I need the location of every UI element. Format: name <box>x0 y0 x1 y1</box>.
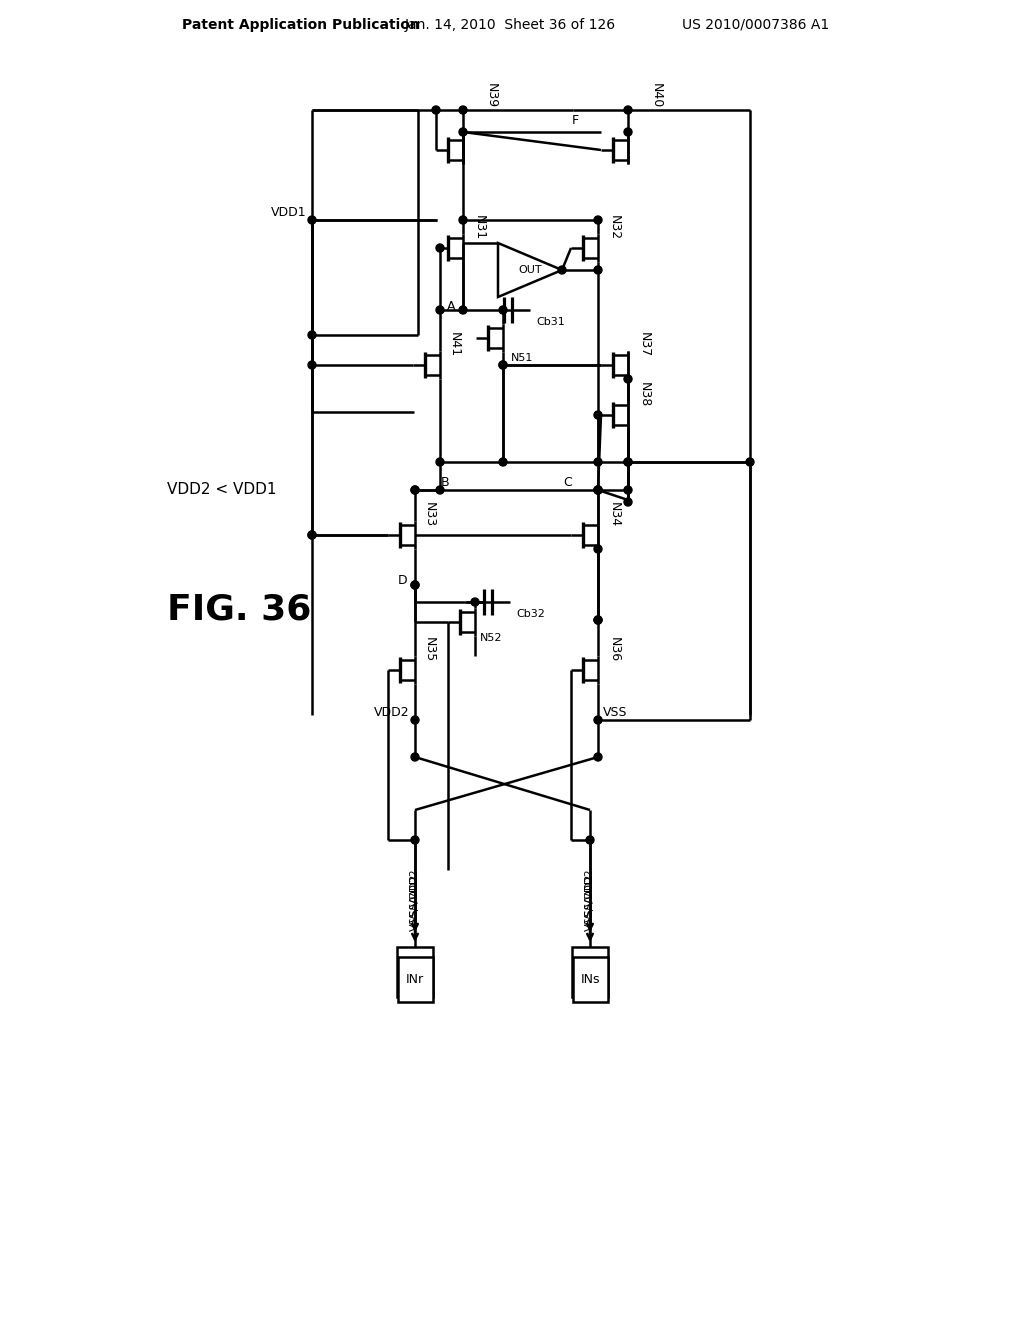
Text: Jan. 14, 2010  Sheet 36 of 126: Jan. 14, 2010 Sheet 36 of 126 <box>406 18 616 32</box>
Text: VSS/VDD2: VSS/VDD2 <box>410 874 420 931</box>
Circle shape <box>594 267 602 275</box>
Circle shape <box>411 581 419 589</box>
Text: INr: INr <box>406 965 424 978</box>
Text: N33: N33 <box>423 503 436 528</box>
Bar <box>397 957 432 1002</box>
Text: N31: N31 <box>473 215 486 240</box>
Circle shape <box>594 458 602 466</box>
Text: VSS/VDD2: VSS/VDD2 <box>585 874 595 931</box>
Circle shape <box>558 267 566 275</box>
Circle shape <box>411 486 419 494</box>
Circle shape <box>436 244 444 252</box>
Circle shape <box>624 458 632 466</box>
Circle shape <box>432 106 440 114</box>
Text: B: B <box>440 475 450 488</box>
Circle shape <box>624 458 632 466</box>
Circle shape <box>594 752 602 762</box>
Text: FIG. 36: FIG. 36 <box>167 593 311 627</box>
Text: N36: N36 <box>608 638 621 663</box>
Text: Cb31: Cb31 <box>536 317 565 327</box>
Circle shape <box>594 616 602 624</box>
Text: Cb32: Cb32 <box>516 609 545 619</box>
Text: N51: N51 <box>511 352 534 363</box>
Circle shape <box>411 486 419 494</box>
Circle shape <box>308 531 316 539</box>
Circle shape <box>436 458 444 466</box>
Bar <box>572 957 607 1002</box>
Text: N34: N34 <box>608 503 621 528</box>
Text: A: A <box>446 301 455 314</box>
Text: N32: N32 <box>608 215 621 240</box>
Circle shape <box>594 616 602 624</box>
Text: N40: N40 <box>650 83 663 108</box>
Text: US 2010/0007386 A1: US 2010/0007386 A1 <box>682 18 829 32</box>
FancyBboxPatch shape <box>397 946 433 997</box>
Circle shape <box>308 531 316 539</box>
Circle shape <box>499 306 507 314</box>
Text: VSS/VDD2: VSS/VDD2 <box>410 869 420 921</box>
Circle shape <box>436 306 444 314</box>
FancyBboxPatch shape <box>572 946 608 997</box>
Text: OUT: OUT <box>518 265 542 275</box>
Circle shape <box>411 752 419 762</box>
Circle shape <box>746 458 754 466</box>
Circle shape <box>499 458 507 466</box>
Text: N35: N35 <box>423 638 436 663</box>
Circle shape <box>594 545 602 553</box>
Circle shape <box>624 498 632 506</box>
Circle shape <box>594 411 602 418</box>
Circle shape <box>411 836 419 843</box>
Circle shape <box>586 836 594 843</box>
Circle shape <box>594 486 602 494</box>
Circle shape <box>308 216 316 224</box>
Text: VDD1: VDD1 <box>271 206 307 219</box>
Circle shape <box>436 486 444 494</box>
Text: VSS: VSS <box>603 705 628 718</box>
Circle shape <box>624 128 632 136</box>
Text: Patent Application Publication: Patent Application Publication <box>182 18 420 32</box>
Circle shape <box>594 715 602 723</box>
Circle shape <box>624 375 632 383</box>
Text: C: C <box>563 475 572 488</box>
Circle shape <box>594 486 602 494</box>
Text: N52: N52 <box>480 634 503 643</box>
Circle shape <box>594 486 602 494</box>
Text: INs: INs <box>581 965 600 978</box>
Text: D: D <box>397 573 407 586</box>
Circle shape <box>411 581 419 589</box>
Text: N37: N37 <box>638 333 651 358</box>
Circle shape <box>499 360 507 370</box>
Circle shape <box>411 715 419 723</box>
Circle shape <box>459 128 467 136</box>
Text: INr: INr <box>406 973 424 986</box>
Circle shape <box>308 360 316 370</box>
Text: N41: N41 <box>449 333 461 358</box>
Text: N38: N38 <box>638 383 651 408</box>
Circle shape <box>499 360 507 370</box>
Text: N39: N39 <box>485 83 498 108</box>
Text: VSS/VDD2: VSS/VDD2 <box>585 869 595 921</box>
Circle shape <box>471 598 479 606</box>
Circle shape <box>624 106 632 114</box>
Circle shape <box>459 216 467 224</box>
Text: VDD2 < VDD1: VDD2 < VDD1 <box>167 483 276 498</box>
Circle shape <box>459 306 467 314</box>
Circle shape <box>624 486 632 494</box>
Text: VDD2: VDD2 <box>375 705 410 718</box>
Text: INs: INs <box>581 973 600 986</box>
Circle shape <box>459 106 467 114</box>
Text: F: F <box>571 114 579 127</box>
Circle shape <box>594 216 602 224</box>
Circle shape <box>308 331 316 339</box>
